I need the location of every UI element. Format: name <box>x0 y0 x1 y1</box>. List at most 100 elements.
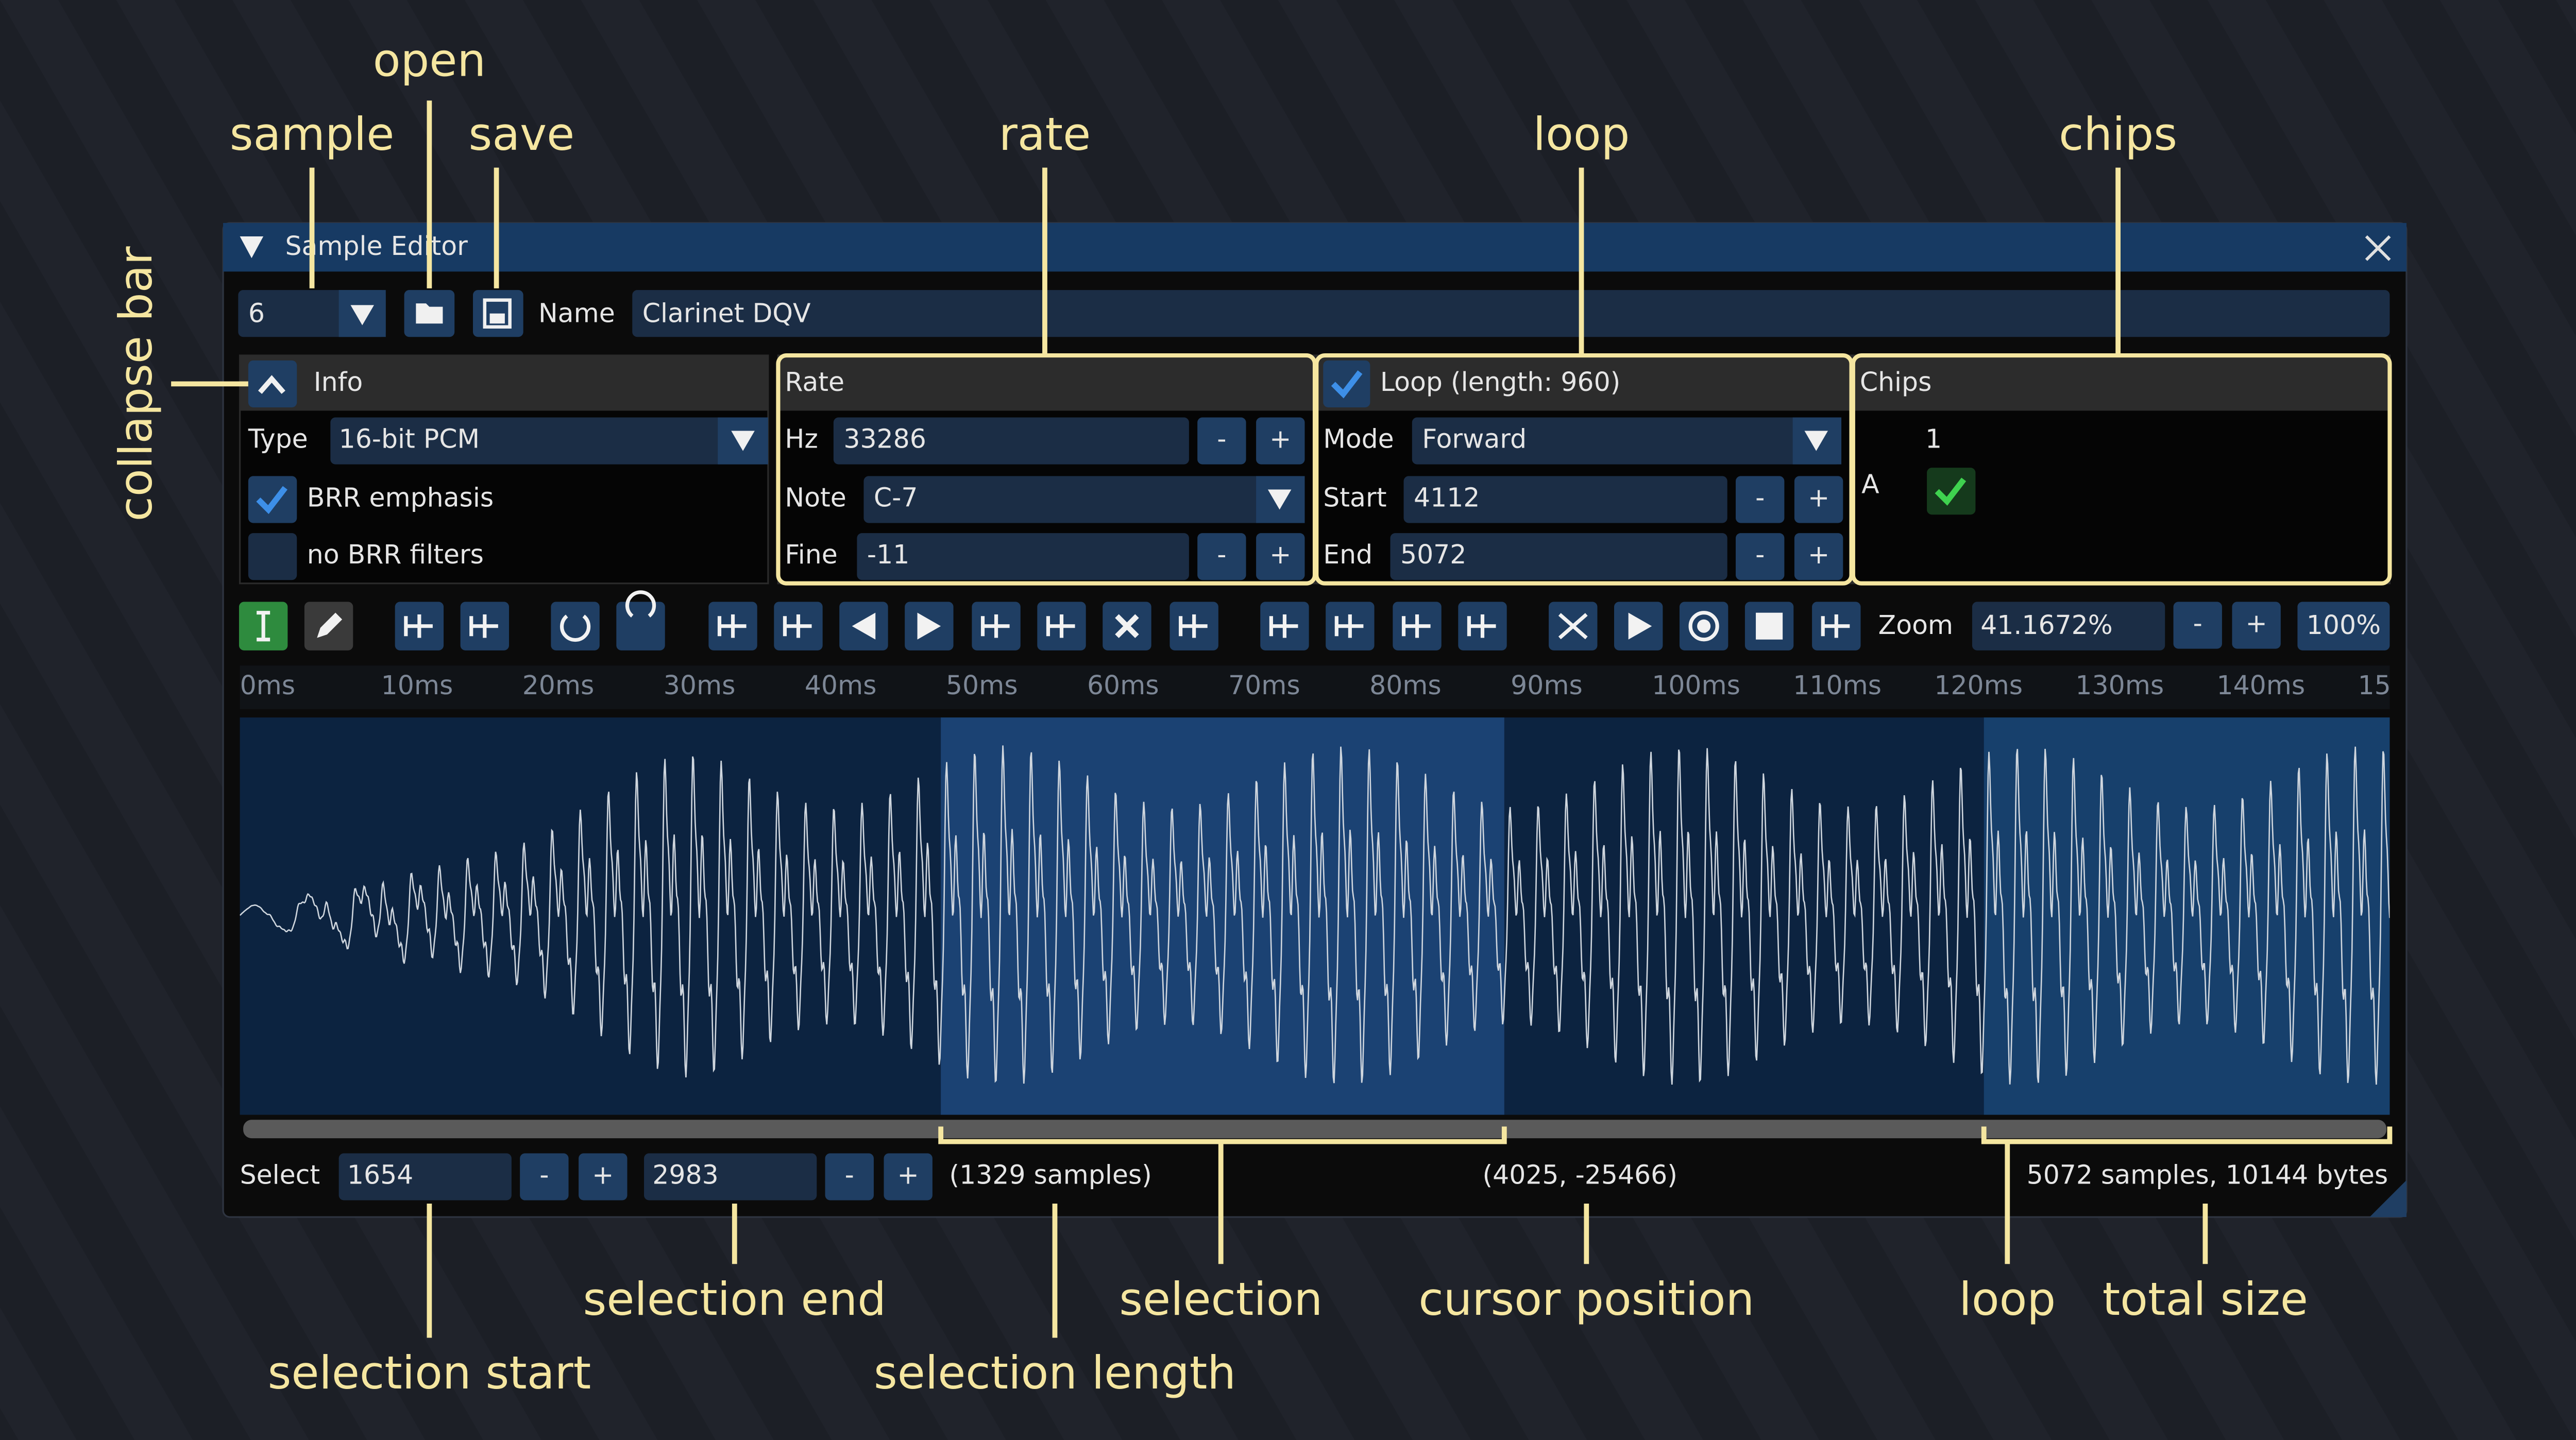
button-label: + <box>1269 539 1291 570</box>
name-input[interactable] <box>632 290 2390 337</box>
pencil-icon <box>317 612 343 638</box>
loop-end-input[interactable] <box>1390 533 1727 580</box>
type-value: 16-bit PCM <box>339 424 480 454</box>
window-title: Sample Editor <box>285 231 468 261</box>
loop-start-input[interactable] <box>1403 476 1727 523</box>
tool-button[interactable] <box>551 602 600 650</box>
button-plus[interactable] <box>1256 533 1305 580</box>
ruler-labels: 0ms 10ms 20ms 30ms 40ms 50ms 60ms 70ms 80ms 90ms 1… <box>240 670 2390 700</box>
annotation-selection: selection <box>1119 1273 1323 1326</box>
record-icon <box>1688 611 1719 642</box>
annotation-cursor-position: cursor position <box>1418 1273 1754 1326</box>
ruler-label: 60ms <box>1087 670 1159 700</box>
annotation-loop-top: loop <box>1533 108 1630 161</box>
panel-header <box>1316 355 1852 411</box>
selection-end-value: 2983 <box>652 1159 718 1190</box>
arrow-right-icon <box>917 612 941 640</box>
chip-row: A <box>1861 469 1879 499</box>
dropdown-arrow <box>1267 489 1292 510</box>
zoom-reset-button[interactable] <box>2297 602 2390 650</box>
tool-icon <box>1046 614 1075 638</box>
button-label: - <box>1755 539 1765 570</box>
tool-icon <box>980 614 1010 638</box>
checkbox[interactable] <box>248 533 297 580</box>
hz-value: 33286 <box>843 424 926 454</box>
button-label: + <box>2246 608 2267 639</box>
mode-value: Forward <box>1422 424 1527 454</box>
rate-title: Rate <box>785 367 844 397</box>
ruler-label: 10ms <box>381 670 453 700</box>
ruler-label: 30ms <box>664 670 736 700</box>
disk-icon <box>483 298 512 329</box>
selection-length: (1329 samples) <box>949 1159 1151 1190</box>
undo-icon <box>625 590 656 618</box>
loop-title: Loop (length: 960) <box>1380 367 1620 397</box>
button-plus[interactable] <box>1794 533 1843 580</box>
annotation-open: open <box>373 34 486 87</box>
select-label: Select <box>240 1159 320 1190</box>
button-label: + <box>1269 424 1291 454</box>
button-label: - <box>539 1159 549 1190</box>
tool-icon <box>1334 614 1364 638</box>
waveform-group <box>240 745 2390 1085</box>
button-minus[interactable] <box>1735 533 1785 580</box>
cursor-position: (4025, -25466) <box>1482 1159 1677 1190</box>
annotation-chips: chips <box>2059 108 2177 161</box>
button-minus[interactable] <box>1735 476 1785 523</box>
hz-input[interactable] <box>833 417 1189 465</box>
button-label: - <box>1217 424 1226 454</box>
button-label: + <box>1808 539 1829 570</box>
save-button[interactable] <box>473 290 523 337</box>
sample-index: 6 <box>248 298 265 328</box>
button-plus[interactable] <box>1256 417 1305 465</box>
button-label: - <box>2193 608 2202 639</box>
button-label: - <box>1217 539 1226 570</box>
note-value: C-7 <box>874 482 918 512</box>
resize-grip <box>2369 1180 2406 1218</box>
button-plus[interactable] <box>2232 602 2281 649</box>
brr-emphasis-label: BRR emphasis <box>307 482 494 512</box>
type-label: Type <box>248 424 308 454</box>
fine-label: Fine <box>785 539 837 570</box>
button-minus[interactable] <box>2173 602 2222 649</box>
zoom-input[interactable] <box>1972 602 2165 650</box>
button-minus[interactable] <box>520 1153 569 1201</box>
scrollbar[interactable] <box>243 1120 2386 1139</box>
close-button <box>2365 235 2391 261</box>
button-minus[interactable] <box>825 1153 874 1201</box>
check-mark <box>256 486 287 515</box>
collapse-bar-button[interactable] <box>248 360 297 407</box>
tool-icon <box>1467 614 1496 638</box>
zoom-reset-label: 100% <box>2307 610 2381 640</box>
button-plus[interactable] <box>579 1153 628 1201</box>
total-size: 5072 samples, 10144 bytes <box>2027 1159 2388 1190</box>
fine-input[interactable] <box>857 533 1189 580</box>
arrow-left-icon <box>852 612 876 640</box>
note-select[interactable] <box>863 476 1305 523</box>
title-bar <box>223 222 2406 272</box>
button-plus[interactable] <box>1794 476 1843 523</box>
folder-icon <box>416 303 443 324</box>
ruler-label: 50ms <box>946 670 1018 700</box>
loop-checkbox[interactable] <box>1323 360 1370 407</box>
selection-start-input[interactable] <box>338 1153 512 1201</box>
type-select[interactable] <box>330 417 768 465</box>
annotation-loop-bottom: loop <box>1959 1273 2056 1326</box>
tool-icon <box>783 614 812 638</box>
dropdown-arrow <box>731 431 755 451</box>
delete-icon <box>1115 614 1139 638</box>
ruler-label: 0ms <box>240 670 295 700</box>
tool-icon <box>717 614 747 638</box>
mode-select[interactable] <box>1412 417 1842 465</box>
zoom-value: 41.1672% <box>1980 610 2113 640</box>
name-value: Clarinet DQV <box>642 298 811 328</box>
button-minus[interactable] <box>1197 533 1246 580</box>
button-minus[interactable] <box>1197 417 1246 465</box>
selection-end-input[interactable] <box>644 1153 817 1201</box>
button-label: + <box>1808 482 1829 512</box>
select-icon <box>257 611 270 642</box>
button-plus[interactable] <box>884 1153 933 1201</box>
chips-title: Chips <box>1860 367 1932 397</box>
tool-button[interactable] <box>616 602 665 650</box>
